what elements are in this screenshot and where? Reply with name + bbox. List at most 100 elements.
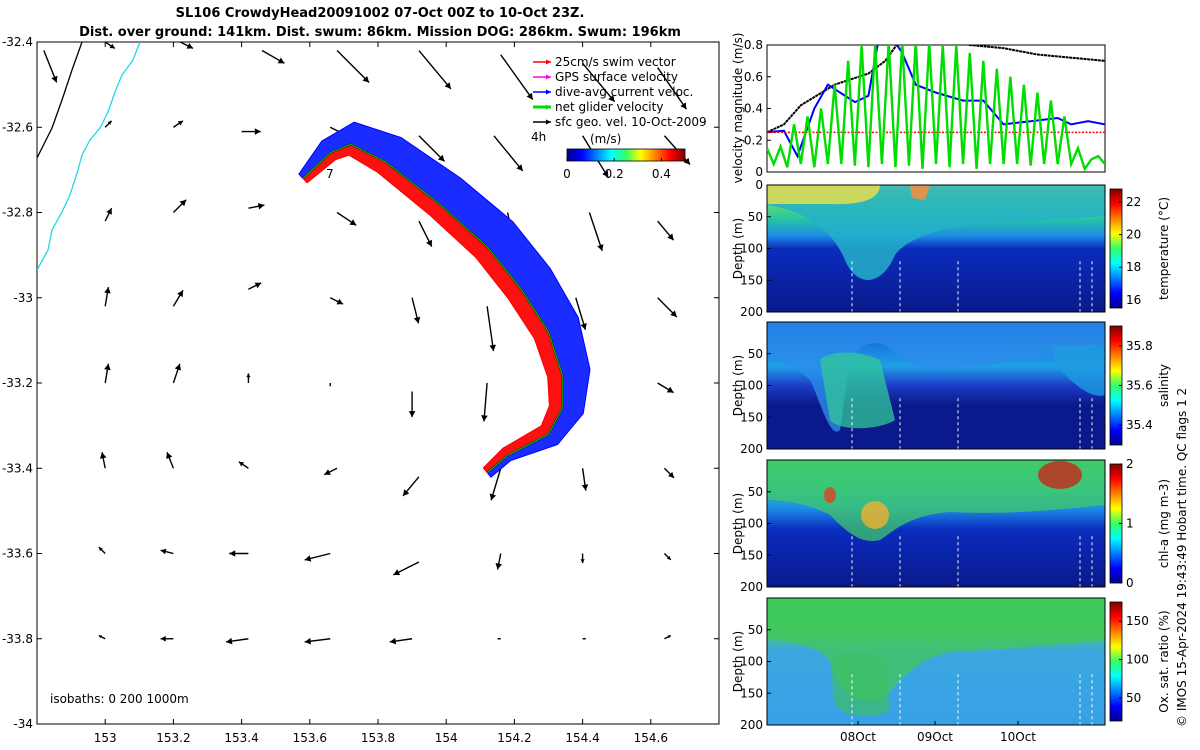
current-vector-arrowhead [602,170,609,178]
current-vector-arrowhead [98,547,103,552]
velocity-y-tick-label: 0.4 [744,102,763,116]
legend-swatch-arrowhead [546,59,551,65]
section-y-tick-label: 200 [740,442,763,456]
current-vector-field [43,42,691,645]
section-field-feature [767,185,880,205]
map-y-axis: -32.4 -32.6 -32.8 -33 -33.2 -33.4 -33.6 -33.8 -3… [2,35,719,731]
current-vector-arrowhead [229,550,236,557]
current-vector-arrowhead [489,493,497,501]
section-colorbar [1109,601,1123,722]
section-y-tick-label: 50 [748,623,763,637]
current-vector-arrowhead [413,316,421,324]
current-vector-arrowhead [186,43,194,49]
glider-track-group [298,121,591,478]
legend-swatch-arrowhead [546,104,551,110]
velocity-y-tick-label: 0.8 [744,38,763,52]
section-field-group [767,598,1105,725]
current-vector-arrowhead [581,484,589,491]
section-panel-chlorophyll: 50 100 150 200 Depth (m) 0 1 2 chl-a (mg m-3) [731,457,1171,594]
section-colorbar-tick-label: 100 [1126,653,1149,667]
section-colorbar-tick-label: 16 [1126,293,1141,307]
section-y-tick-label: 100 [740,655,763,669]
current-vector-arrowhead [349,219,357,226]
section-x-tick-label: 08Oct [840,730,876,744]
current-vector-arrowhead [160,548,167,555]
legend-entry-label: sfc geo. vel. 10-Oct-2009 [555,115,707,129]
current-vector-arrowhead [51,75,58,83]
section-colorbar-tick-label: 20 [1126,228,1141,242]
velocity-series-clip-group [767,45,1105,172]
section-field-feature [861,501,889,529]
current-vector-arrowhead [481,415,488,422]
current-vector-arrow [336,50,370,84]
velocity-series-line [767,45,1105,159]
current-vector-arrow [582,62,616,103]
current-vector-arrowhead [666,386,674,393]
section-colorbar-tick-label: 1 [1126,517,1134,531]
current-vector-arrowhead [257,202,265,210]
section-y-tick-label: 100 [740,379,763,393]
section-y-label: Depth (m) [731,631,745,692]
velocity-series-line [767,45,1105,172]
section-colorbar-tick-label: 0 [1126,576,1134,590]
section-panel-temperature: 0 50 100 150 200 Depth (m) 16 18 20 22 temperature… [731,178,1171,319]
map-y-tick-label: -33.2 [2,376,33,390]
current-vector-arrowhead [667,233,674,241]
velocity-y-tick-label: 0 [755,165,763,179]
current-vector-arrowhead [324,469,331,475]
section-colorbar-tick-label: 35.8 [1126,339,1153,353]
current-vector-arrow [486,306,495,352]
map-colorbar: (m/s) 4h 0 0.2 0.4 [531,130,686,181]
current-vector-arrowhead [174,363,182,371]
isobath-0m-line [37,42,83,159]
map-x-tick-label: 153 [94,731,117,745]
section-field-feature [767,185,1105,280]
legend-time-label: 4h [531,130,546,144]
section-y-tick-label: 50 [748,210,763,224]
current-vector-arrowhead [666,555,671,560]
section-y-label: Depth (m) [731,493,745,554]
current-vector-arrowhead [304,637,312,645]
section-y-tick-label: 150 [740,686,763,700]
section-y-tick-label: 100 [740,242,763,256]
legend-entry-label: dive-avg current veloc. [555,85,693,99]
section-colorbar-tick-label: 22 [1126,195,1141,209]
track-label-7: 7 [326,167,334,181]
section-field-feature [820,352,895,429]
current-vector-arrowhead [104,287,111,294]
current-vector-arrowhead [329,384,331,387]
map-y-tick-label: -33.6 [2,547,33,561]
section-y-tick-label: 0 [755,178,763,192]
section-field-group [767,460,1105,587]
map-y-tick-label: -33 [13,291,33,305]
current-vector-arrowhead [160,635,166,642]
chart-title-line2: Dist. over ground: 141km. Dist. swum: 86… [79,25,681,40]
legend-entry-label: GPS surface velocity [555,70,678,84]
current-vector-arrowhead [680,102,687,110]
section-x-tick-label: 09Oct [917,730,953,744]
section-colorbar-tick-label: 2 [1126,457,1134,471]
section-y-tick-label: 150 [740,273,763,287]
section-y-tick-label: 150 [740,410,763,424]
current-vector-arrowhead [608,94,615,102]
velocity-y-tick-label: 0.6 [744,70,763,84]
current-vector-arrowhead [516,164,523,171]
net-glider-velocity-line [302,143,563,473]
map-y-tick-label: -32.4 [2,35,33,49]
current-vector-arrowhead [246,373,251,378]
map-y-tick-label: -32.6 [2,120,33,134]
map-x-tick-label: 153.8 [361,731,395,745]
current-vector-arrowhead [667,635,671,639]
section-field-feature [767,460,1105,541]
current-vector-arrowhead [683,157,691,165]
current-vector-arrowhead [437,154,445,162]
current-vector-arrowhead [226,637,233,645]
section-field-group [767,185,1105,312]
section-colorbar-tick-label: 50 [1126,691,1141,705]
current-vector-arrowhead [254,128,261,135]
current-vector-arrowhead [177,120,183,126]
current-vector-arrowhead [107,120,112,125]
velocity-y-label: velocity magnitude (m/s) [731,33,745,184]
